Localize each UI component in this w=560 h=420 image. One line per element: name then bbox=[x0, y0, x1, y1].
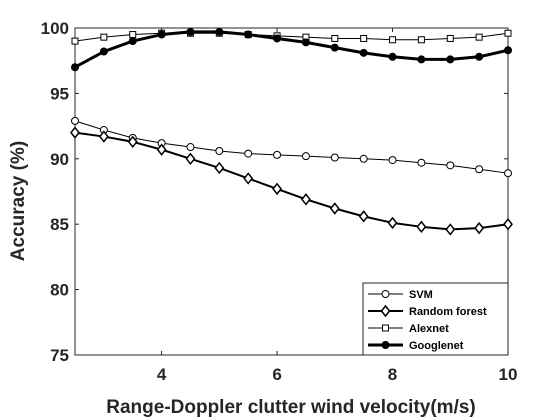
data-point-random-forest bbox=[214, 161, 225, 175]
data-point-googlenet bbox=[99, 47, 108, 56]
axis-ticks: 4 6 8 10 75 80 85 90 95 100 bbox=[41, 19, 518, 384]
legend-label-googlenet: Googlenet bbox=[409, 340, 464, 352]
legend: SVM Random forest Alexnet Googlenet bbox=[362, 282, 509, 356]
data-point-random-forest bbox=[243, 172, 254, 185]
data-point-googlenet bbox=[186, 27, 195, 36]
data-point-random-forest bbox=[445, 223, 456, 236]
data-point-googlenet bbox=[359, 48, 368, 57]
legend-item-alexnet: Alexnet bbox=[368, 323, 449, 335]
data-point-svm bbox=[301, 152, 310, 161]
data-point-alexnet bbox=[360, 34, 368, 42]
y-tick-label: 95 bbox=[50, 84, 69, 103]
data-point-googlenet bbox=[417, 55, 426, 64]
data-point-googlenet bbox=[446, 55, 455, 64]
x-axis-label: Range-Doppler clutter wind velocity(m/s) bbox=[106, 397, 476, 418]
data-point-googlenet bbox=[71, 63, 79, 72]
y-tick-label: 80 bbox=[50, 281, 69, 300]
data-point-svm bbox=[273, 150, 282, 159]
series-line-googlenet bbox=[74, 30, 509, 69]
data-point-googlenet bbox=[301, 38, 310, 47]
data-point-random-forest bbox=[416, 220, 427, 234]
data-point-svm bbox=[446, 161, 455, 170]
data-point-googlenet bbox=[388, 52, 397, 61]
data-point-alexnet bbox=[100, 33, 108, 41]
series-svm bbox=[71, 116, 512, 178]
data-point-alexnet bbox=[389, 36, 397, 44]
data-point-googlenet bbox=[215, 27, 224, 36]
data-point-googlenet bbox=[475, 52, 484, 61]
data-point-svm bbox=[215, 146, 224, 155]
data-point-random-forest bbox=[329, 202, 340, 215]
legend-marker-svm bbox=[381, 290, 390, 298]
series-line-random-forest bbox=[74, 131, 509, 231]
series-alexnet bbox=[71, 29, 512, 45]
series-random-forest bbox=[70, 126, 513, 236]
data-point-svm bbox=[71, 116, 79, 125]
y-axis-label: Accuracy (%) bbox=[8, 141, 29, 261]
data-point-svm bbox=[475, 165, 484, 174]
legend-marker-random-forest bbox=[380, 304, 391, 318]
x-tick-label: 6 bbox=[272, 365, 281, 384]
data-point-alexnet bbox=[129, 31, 137, 39]
data-point-alexnet bbox=[504, 29, 512, 37]
data-point-googlenet bbox=[273, 34, 282, 43]
legend-item-googlenet: Googlenet bbox=[368, 340, 464, 352]
series-line-alexnet bbox=[74, 32, 509, 42]
data-point-random-forest bbox=[272, 182, 283, 196]
data-point-alexnet bbox=[417, 36, 425, 44]
data-point-random-forest bbox=[185, 152, 196, 166]
data-point-random-forest bbox=[127, 135, 138, 148]
data-point-svm bbox=[359, 154, 368, 163]
data-point-googlenet bbox=[244, 30, 253, 39]
x-tick-label: 10 bbox=[499, 365, 518, 384]
data-point-random-forest bbox=[503, 217, 513, 231]
data-point-svm bbox=[417, 158, 426, 167]
data-point-random-forest bbox=[387, 216, 398, 230]
series-lines bbox=[70, 27, 513, 236]
y-tick-label: 75 bbox=[50, 346, 69, 365]
data-point-random-forest bbox=[300, 193, 311, 206]
data-point-random-forest bbox=[358, 210, 369, 223]
legend-item-svm: SVM bbox=[368, 289, 433, 301]
legend-label-svm: SVM bbox=[409, 289, 433, 301]
data-point-svm bbox=[388, 156, 397, 165]
data-point-random-forest bbox=[98, 130, 109, 143]
data-point-googlenet bbox=[157, 30, 166, 39]
x-tick-label: 8 bbox=[388, 365, 397, 384]
data-point-alexnet bbox=[71, 37, 79, 45]
data-point-alexnet bbox=[446, 34, 454, 42]
series-line-svm bbox=[74, 120, 509, 174]
data-point-random-forest bbox=[474, 221, 485, 235]
legend-marker-googlenet bbox=[381, 341, 390, 349]
legend-label-random-forest: Random forest bbox=[409, 306, 487, 318]
data-point-random-forest bbox=[156, 143, 167, 156]
y-tick-label: 85 bbox=[50, 215, 69, 234]
plot-frame bbox=[74, 27, 509, 356]
legend-marker-alexnet bbox=[382, 324, 389, 332]
legend-item-random-forest: Random forest bbox=[368, 304, 487, 318]
data-point-svm bbox=[186, 143, 195, 152]
data-point-svm bbox=[244, 149, 253, 158]
data-point-googlenet bbox=[330, 43, 339, 52]
data-point-alexnet bbox=[475, 33, 483, 41]
data-point-random-forest bbox=[70, 126, 80, 139]
data-point-googlenet bbox=[128, 37, 137, 46]
y-tick-label: 100 bbox=[41, 19, 69, 38]
data-point-alexnet bbox=[331, 34, 339, 42]
data-point-svm bbox=[330, 153, 339, 162]
series-googlenet bbox=[71, 27, 512, 72]
data-point-svm bbox=[504, 169, 512, 178]
plot-area-border bbox=[74, 27, 509, 356]
legend-label-alexnet: Alexnet bbox=[409, 323, 449, 335]
data-point-googlenet bbox=[504, 46, 512, 55]
x-tick-label: 4 bbox=[157, 365, 167, 384]
y-tick-label: 90 bbox=[50, 150, 69, 169]
